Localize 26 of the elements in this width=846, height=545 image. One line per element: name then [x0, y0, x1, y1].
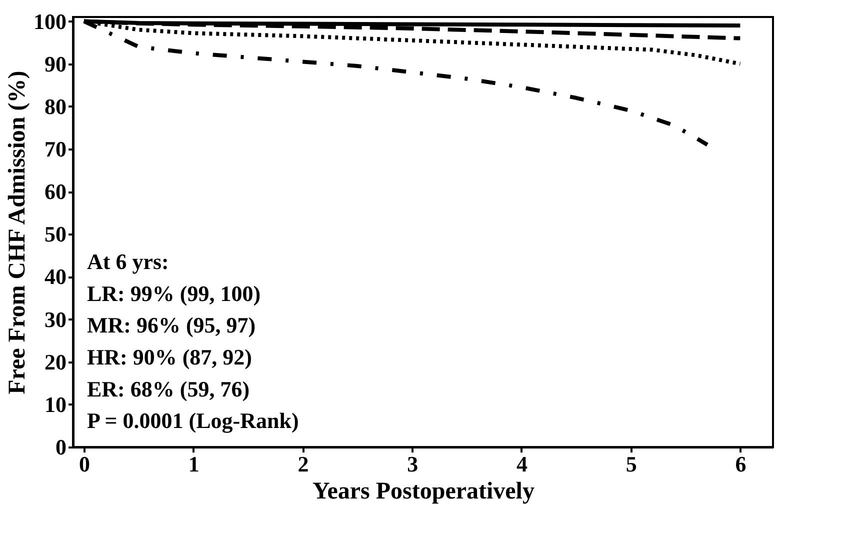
annotation: LR: 99% (99, 100): [87, 280, 261, 306]
y-tick-label: 80: [44, 94, 66, 119]
y-tick-label: 0: [56, 434, 66, 460]
x-tick-label: 4: [516, 452, 528, 476]
y-tick-label: 100: [34, 8, 66, 34]
y-tick-label: 70: [44, 136, 66, 162]
annotation: ER: 68% (59, 76): [87, 376, 250, 402]
x-tick-label: 6: [735, 452, 746, 476]
x-tick-label: 1: [188, 452, 200, 476]
x-axis-title: Years Postoperatively: [312, 478, 534, 504]
y-tick-label: 10: [44, 392, 66, 417]
x-tick-label: 5: [626, 452, 637, 476]
y-tick-label: 20: [44, 349, 66, 374]
annotation: HR: 90% (87, 92): [87, 344, 252, 370]
y-tick-label: 60: [44, 179, 66, 204]
annotation: MR: 96% (95, 97): [87, 312, 256, 338]
y-tick-label: 40: [44, 264, 66, 290]
y-tick-label: 50: [44, 222, 66, 247]
y-axis-title: Free From CHF Admission (%): [4, 70, 30, 394]
x-tick-label: 3: [407, 452, 418, 476]
y-tick-label: 90: [44, 51, 66, 76]
x-tick-label: 0: [78, 452, 90, 476]
x-tick-label: 2: [298, 452, 309, 476]
y-tick-label: 30: [44, 306, 66, 332]
annotation: At 6 yrs:: [87, 249, 169, 274]
annotation: P = 0.0001 (Log-Rank): [87, 408, 299, 434]
